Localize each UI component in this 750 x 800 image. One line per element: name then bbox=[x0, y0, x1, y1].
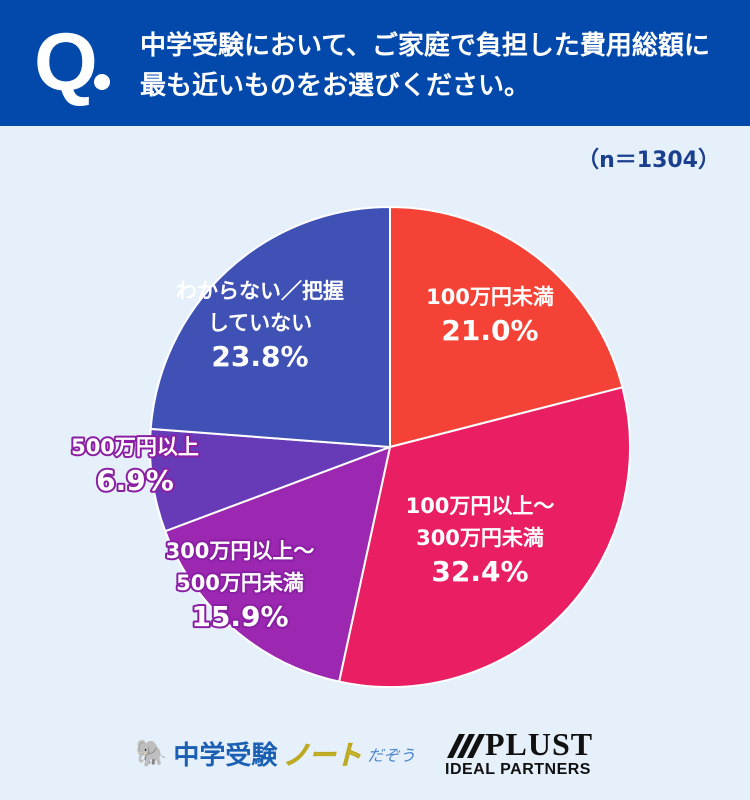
pie-slice bbox=[337, 386, 631, 688]
q-mark: Q bbox=[34, 17, 98, 108]
logo2-top: PLUST bbox=[485, 726, 594, 762]
slice-label: 100万円以上～ 300万円未満 32.4% bbox=[406, 494, 555, 588]
logo2-bottom: IDEAL PARTNERS bbox=[445, 761, 591, 778]
logo-chugaku-juken-note: 🐘 中学受験 ノート だぞう bbox=[135, 735, 415, 772]
sample-size: （n＝1304） bbox=[577, 148, 720, 173]
logo-plust: PLUST IDEAL PARTNERS bbox=[445, 728, 593, 780]
logo1-main: 中学受験 bbox=[173, 741, 278, 771]
elephant-icon: 🐘 bbox=[135, 738, 168, 769]
slice-label: 300万円以上～ 500万円未満 15.9% bbox=[166, 539, 315, 633]
title-line-2: 最も近いものをお選びください。 bbox=[140, 71, 531, 101]
pie-slice bbox=[149, 427, 391, 533]
title-line-1: 中学受験において、ご家庭で負担した費用総額に bbox=[140, 31, 710, 61]
slice-label: 500万円以上 6.9% bbox=[71, 435, 199, 497]
pie-slice bbox=[389, 205, 624, 449]
slice-label: 100万円未満 21.0% bbox=[426, 285, 554, 347]
logo1-note: ノート bbox=[283, 741, 362, 772]
q-dot bbox=[94, 74, 110, 90]
logo1-suffix: だぞう bbox=[367, 745, 416, 765]
question-title: 中学受験において、ご家庭で負担した費用総額に 最も近いものをお選びください。 bbox=[140, 26, 710, 106]
plust-mark-icon bbox=[447, 734, 485, 758]
pie-slice bbox=[163, 445, 392, 683]
question-header: Q 中学受験において、ご家庭で負担した費用総額に 最も近いものをお選びください。 bbox=[0, 0, 750, 126]
slice-label: わからない／把握していない 23.8% bbox=[176, 279, 344, 373]
pie-slice bbox=[149, 205, 391, 449]
